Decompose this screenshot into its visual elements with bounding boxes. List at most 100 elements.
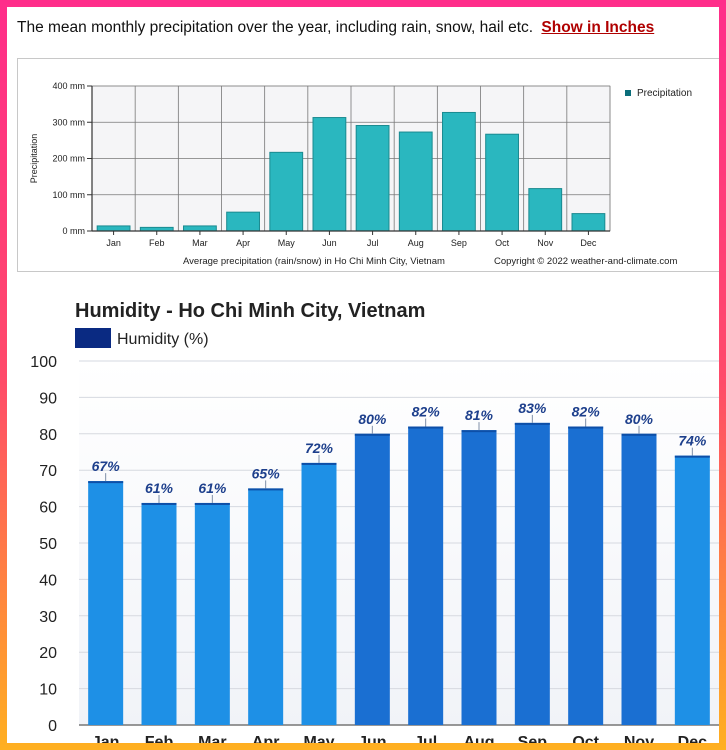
x-tick-label: Jan <box>92 734 120 743</box>
x-tick-label: Nov <box>624 734 654 743</box>
precipitation-chart-panel: 0 mm 100 mm 200 mm 300 mm 400 mm Jan Feb Mar Apr… <box>17 58 719 272</box>
precipitation-bar <box>528 188 563 232</box>
data-label: 61% <box>145 480 174 496</box>
humidity-bar-cap <box>621 433 657 436</box>
humidity-bar-cap <box>514 422 550 425</box>
y-tick-label: 400 mm <box>52 81 85 91</box>
x-tick-label: Dec <box>580 238 597 248</box>
page-content: The mean monthly precipitation over the … <box>7 7 719 743</box>
legend-label: Humidity (%) <box>117 331 209 348</box>
x-tick-label: Apr <box>252 734 280 743</box>
data-label: 82% <box>412 404 441 420</box>
intro-text: The mean monthly precipitation over the … <box>17 19 534 36</box>
x-tick-label: Jan <box>106 238 121 248</box>
x-tick-label: Nov <box>537 238 554 248</box>
humidity-chart: Humidity - Ho Chi Minh City, Vietnam Humi… <box>30 300 719 743</box>
data-label: 82% <box>572 404 601 420</box>
precipitation-bar <box>355 125 390 232</box>
humidity-bar-cap <box>674 455 710 458</box>
x-tick-label: Aug <box>408 238 424 248</box>
x-tick-label: Jun <box>358 734 386 743</box>
humidity-bar-cap <box>408 426 444 429</box>
humidity-bar <box>408 426 444 725</box>
humidity-bar <box>568 426 604 725</box>
humidity-bar <box>194 502 230 725</box>
precipitation-bar <box>96 225 131 232</box>
humidity-bar <box>674 455 710 725</box>
humidity-bar <box>248 488 284 725</box>
precipitation-bar <box>269 151 304 232</box>
precipitation-bar <box>398 131 433 232</box>
precipitation-bar <box>226 211 260 232</box>
x-tick-label: Sep <box>518 734 548 743</box>
y-tick-label: 20 <box>39 645 57 662</box>
legend-swatch <box>625 90 631 96</box>
data-label: 83% <box>518 400 547 416</box>
data-label: 72% <box>305 440 334 456</box>
x-tick-label: Mar <box>192 238 208 248</box>
y-axis-title: Precipitation <box>29 134 39 184</box>
data-label: 65% <box>252 465 281 481</box>
humidity-bar-cap <box>354 433 390 436</box>
x-tick-label: Aug <box>463 734 494 743</box>
humidity-bar <box>461 430 497 725</box>
x-tick-label: Feb <box>145 734 174 743</box>
x-tick-label: Jun <box>322 238 337 248</box>
humidity-bar <box>621 433 657 725</box>
precipitation-bar <box>485 133 519 232</box>
humidity-bar-cap <box>568 426 604 429</box>
chart-caption: Average precipitation (rain/snow) in Ho … <box>183 256 445 267</box>
x-tick-label: Jul <box>367 238 379 248</box>
y-tick-label: 60 <box>39 500 57 517</box>
chart-title: Humidity - Ho Chi Minh City, Vietnam <box>75 300 425 322</box>
humidity-bar <box>354 433 390 725</box>
humidity-bar <box>301 462 337 725</box>
x-tick-label: Jul <box>414 734 437 743</box>
y-tick-label: 90 <box>39 390 57 407</box>
humidity-bar-cap <box>194 502 230 505</box>
y-tick-label: 10 <box>39 682 57 699</box>
humidity-bar-cap <box>461 430 497 433</box>
data-label: 74% <box>678 433 707 449</box>
x-tick-label: Dec <box>678 734 707 743</box>
y-tick-label: 100 mm <box>52 190 85 200</box>
x-tick-label: May <box>278 238 296 248</box>
humidity-bar <box>88 481 124 725</box>
legend-label: Precipitation <box>637 88 692 99</box>
chart-copyright: Copyright © 2022 weather-and-climate.com <box>494 256 677 267</box>
humidity-bar-cap <box>88 481 124 484</box>
x-tick-label: May <box>303 734 334 743</box>
x-tick-label: Oct <box>495 238 510 248</box>
precipitation-bar <box>183 225 217 232</box>
precipitation-intro: The mean monthly precipitation over the … <box>17 19 654 37</box>
x-tick-label: Oct <box>572 734 599 743</box>
y-tick-label: 0 mm <box>63 226 86 236</box>
y-tick-label: 40 <box>39 572 57 589</box>
precipitation-bar <box>312 117 347 232</box>
humidity-chart-panel: Humidity - Ho Chi Minh City, Vietnam Humi… <box>7 281 719 743</box>
data-label: 61% <box>198 480 227 496</box>
y-tick-label: 200 mm <box>52 154 85 164</box>
humidity-bar <box>141 502 177 725</box>
legend-swatch <box>75 328 111 348</box>
humidity-bar-cap <box>248 488 284 491</box>
x-tick-label: Mar <box>198 734 226 743</box>
data-label: 81% <box>465 407 494 423</box>
y-tick-label: 0 <box>48 718 57 735</box>
humidity-bar <box>514 422 550 725</box>
humidity-bar-cap <box>141 502 177 505</box>
y-tick-label: 100 <box>30 354 57 371</box>
precipitation-bar <box>442 111 476 232</box>
y-tick-label: 70 <box>39 463 57 480</box>
data-label: 67% <box>92 458 121 474</box>
humidity-bar-cap <box>301 462 337 465</box>
x-tick-label: Apr <box>236 238 250 248</box>
x-tick-label: Sep <box>451 238 467 248</box>
precipitation-bar <box>571 213 606 232</box>
show-in-inches-link[interactable]: Show in Inches <box>541 19 655 36</box>
y-tick-label: 50 <box>39 536 57 553</box>
data-label: 80% <box>625 411 654 427</box>
x-tick-label: Feb <box>149 238 165 248</box>
y-tick-label: 80 <box>39 427 57 444</box>
precipitation-chart: 0 mm 100 mm 200 mm 300 mm 400 mm Jan Feb Mar Apr… <box>29 81 692 267</box>
